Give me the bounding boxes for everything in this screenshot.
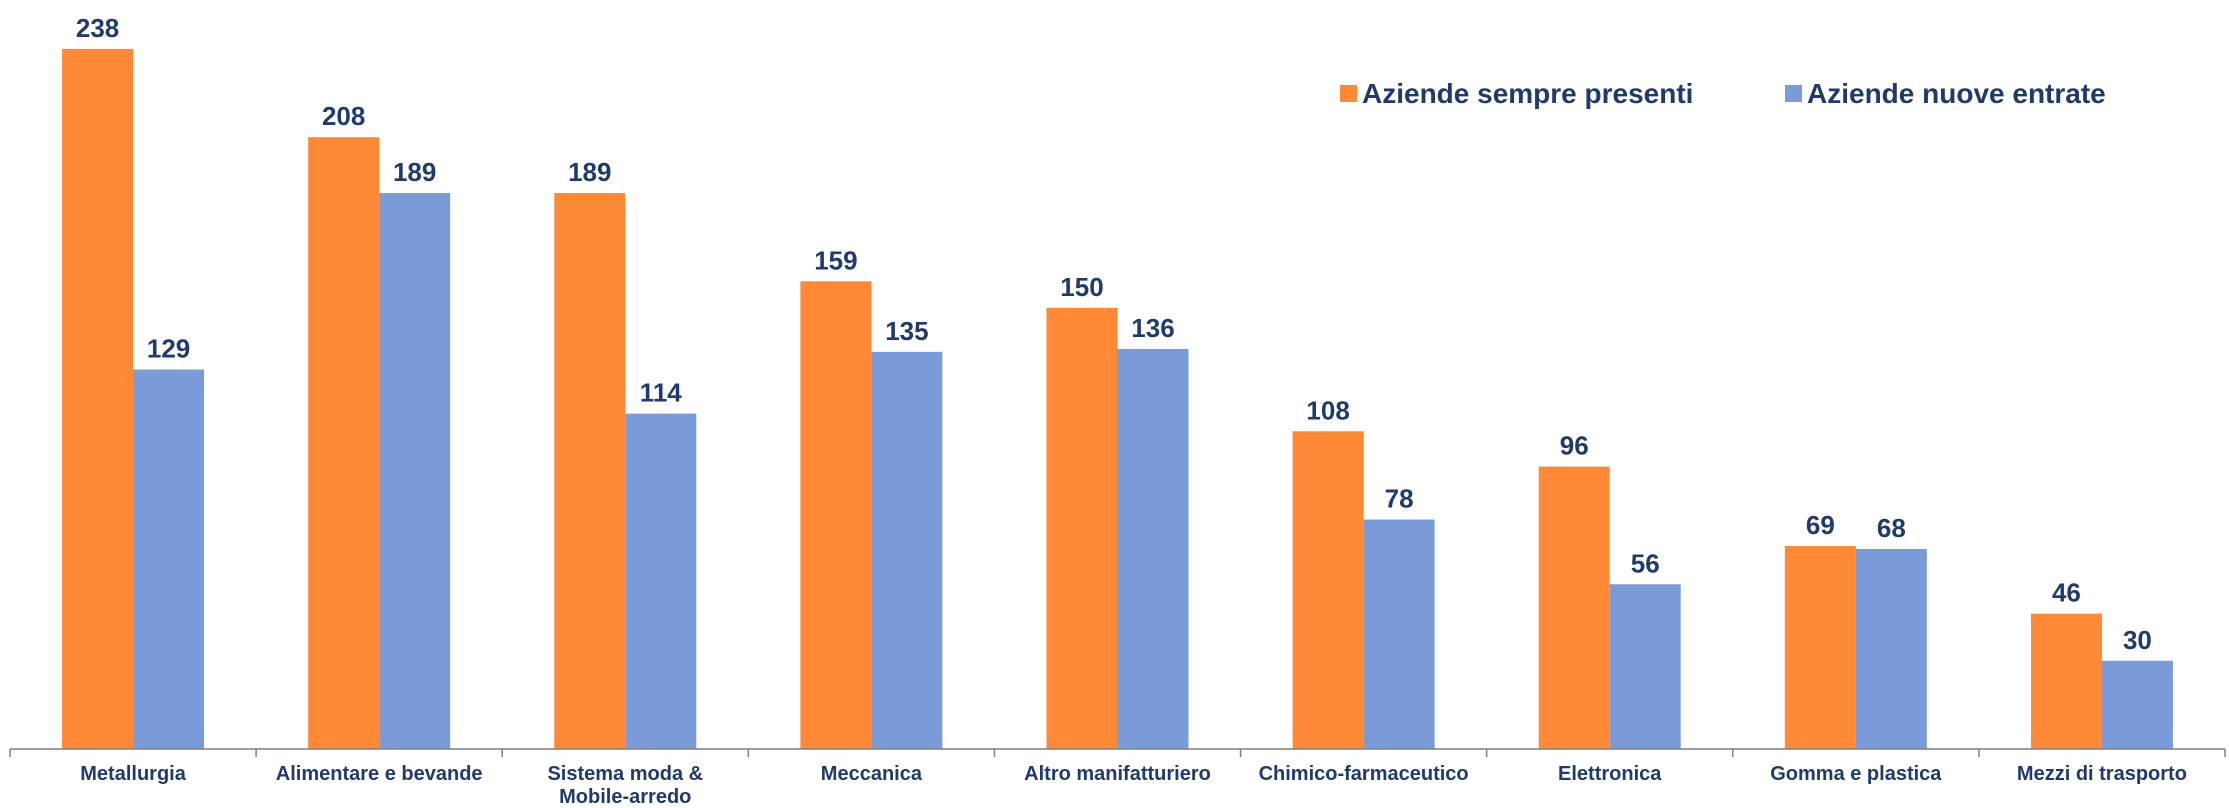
data-label: 189 [393, 157, 436, 187]
bar [2030, 613, 2102, 749]
legend-label: Aziende nuove entrate [1807, 78, 2106, 109]
bar [1855, 548, 1927, 749]
category-label: Altro manifatturiero [1024, 763, 1211, 785]
category-label: Metallurgia [80, 763, 186, 785]
data-label: 68 [1877, 513, 1906, 543]
category-labels-layer: Metallurgia Alimentare e bevande Sistema m… [80, 763, 2187, 808]
bar [625, 413, 697, 749]
data-label: 78 [1385, 484, 1414, 514]
category-label: Meccanica [821, 763, 923, 785]
data-label: 135 [885, 316, 928, 346]
bar [871, 351, 943, 749]
bar [1363, 519, 1435, 749]
x-axis [9, 748, 2226, 757]
data-label: 69 [1806, 510, 1835, 540]
data-label: 108 [1306, 395, 1349, 425]
data-label: 114 [640, 378, 682, 408]
bar [1609, 584, 1681, 749]
bar [2101, 660, 2173, 749]
category-label: Mezzi di trasporto [2017, 763, 2187, 785]
data-label: 208 [322, 101, 365, 131]
bar [1117, 348, 1189, 749]
bar [308, 137, 380, 750]
bars-layer [62, 48, 2173, 750]
category-label: Mobile-arredo [559, 786, 691, 808]
bar [1538, 466, 1610, 749]
category-label: Chimico-farmaceutico [1259, 763, 1469, 785]
bar [1784, 546, 1856, 749]
data-label: 159 [814, 245, 857, 275]
bar [1292, 431, 1364, 749]
data-label: 189 [568, 157, 611, 187]
data-label: 129 [147, 334, 190, 364]
legend-swatch [1340, 85, 1357, 102]
category-label: Alimentare e bevande [276, 763, 483, 785]
legend-label: Aziende sempre presenti [1362, 78, 1693, 109]
data-label: 96 [1560, 431, 1589, 461]
bar [62, 48, 134, 749]
data-label: 30 [2123, 625, 2152, 655]
bar [133, 369, 205, 749]
bar [1046, 307, 1118, 749]
data-label: 150 [1060, 272, 1103, 302]
category-label: Gomma e plastica [1770, 763, 1942, 785]
bar [379, 193, 451, 749]
data-label: 136 [1131, 313, 1174, 343]
data-label: 56 [1631, 548, 1660, 578]
category-label: Elettronica [1558, 763, 1662, 785]
bar [554, 193, 626, 749]
data-label: 238 [76, 13, 119, 43]
value-labels-layer: 238 129 208 189 189 114 159 135 150 136 108 78 96 56 6… [76, 13, 2152, 655]
legend-swatch [1785, 85, 1802, 102]
legend: Aziende sempre presenti Aziende nuove ent… [1340, 78, 2106, 109]
category-label: Sistema moda & [547, 763, 703, 785]
data-label: 46 [2052, 578, 2081, 608]
bar [800, 281, 872, 749]
